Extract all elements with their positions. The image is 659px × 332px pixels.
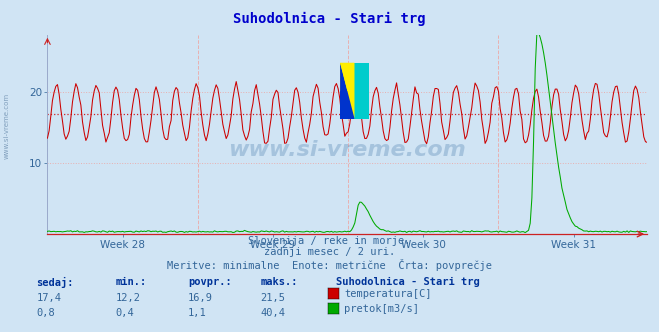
Text: Suhodolnica - Stari trg: Suhodolnica - Stari trg — [233, 12, 426, 26]
Text: 17,4: 17,4 — [36, 293, 61, 303]
Text: min.:: min.: — [115, 277, 146, 287]
Polygon shape — [340, 63, 355, 119]
Text: 16,9: 16,9 — [188, 293, 213, 303]
Text: 0,4: 0,4 — [115, 308, 134, 318]
Bar — [355, 63, 369, 119]
Text: www.si-vreme.com: www.si-vreme.com — [229, 140, 466, 160]
Text: 21,5: 21,5 — [260, 293, 285, 303]
Text: 12,2: 12,2 — [115, 293, 140, 303]
Text: Meritve: minimalne  Enote: metrične  Črta: povprečje: Meritve: minimalne Enote: metrične Črta:… — [167, 259, 492, 271]
Text: Suhodolnica - Stari trg: Suhodolnica - Stari trg — [336, 277, 480, 287]
Text: www.si-vreme.com: www.si-vreme.com — [3, 93, 10, 159]
Bar — [340, 63, 355, 91]
Text: sedaj:: sedaj: — [36, 277, 74, 288]
Text: Slovenija / reke in morje.: Slovenija / reke in morje. — [248, 236, 411, 246]
Text: 40,4: 40,4 — [260, 308, 285, 318]
Text: maks.:: maks.: — [260, 277, 298, 287]
Text: povpr.:: povpr.: — [188, 277, 231, 287]
Polygon shape — [340, 63, 355, 119]
Text: zadnji mesec / 2 uri.: zadnji mesec / 2 uri. — [264, 247, 395, 257]
Bar — [340, 91, 355, 119]
Text: temperatura[C]: temperatura[C] — [344, 289, 432, 299]
Text: pretok[m3/s]: pretok[m3/s] — [344, 304, 419, 314]
Text: 1,1: 1,1 — [188, 308, 206, 318]
Text: 0,8: 0,8 — [36, 308, 55, 318]
